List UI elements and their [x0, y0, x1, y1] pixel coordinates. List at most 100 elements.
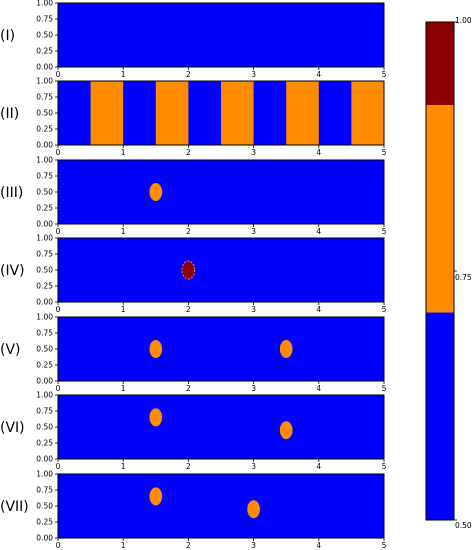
- y-tick-label: 0.00: [36, 141, 53, 150]
- y-tick-label: 1.00: [36, 0, 53, 8]
- x-tick-label: 5: [382, 384, 387, 393]
- x-tick-label: 0: [56, 305, 61, 314]
- colorbar-band: [426, 22, 454, 105]
- y-tick-label: 0.00: [36, 377, 53, 386]
- stripe: [221, 81, 254, 145]
- panel-label: (V): [0, 342, 21, 358]
- y-tick-label: 0.75: [36, 486, 53, 495]
- y-tick-label: 1.00: [36, 470, 53, 479]
- field-background: [58, 317, 384, 381]
- y-tick-label: 0.75: [36, 329, 53, 338]
- y-tick-label: 0.50: [36, 423, 53, 432]
- colorbar-tick-label: 0.50: [455, 521, 472, 530]
- x-tick-label: 5: [382, 541, 387, 550]
- y-tick-label: 0.25: [36, 518, 53, 527]
- x-tick-label: 2: [186, 384, 191, 393]
- panels: 0 1 2 3 4 50.000.250.500.751.00(I)0 1 2 3 4 50.000…: [0, 0, 387, 550]
- y-tick-label: 0.75: [36, 407, 53, 416]
- y-tick-label: 1.00: [36, 77, 53, 86]
- y-tick-label: 1.00: [36, 313, 53, 322]
- x-tick-label: 0: [56, 541, 61, 550]
- x-tick-label: 2: [186, 227, 191, 236]
- panel-3: 0 1 2 3 4 5 0.00 0.25 0.50 0.75 1.00 (III): [0, 156, 387, 236]
- x-tick-label: 0: [56, 148, 61, 157]
- x-tick-label: 1: [121, 70, 126, 79]
- inclusion-circle: [181, 260, 196, 280]
- y-tick-label: 0.00: [36, 455, 53, 464]
- stripe: [155, 81, 189, 145]
- x-tick-label: 3: [251, 70, 256, 79]
- inclusion-circle: [149, 340, 163, 358]
- y-tick-label: 0.25: [36, 282, 53, 291]
- colorbar-band: [426, 312, 454, 520]
- panel-label: (IV): [0, 263, 25, 279]
- y-tick-label: 0.50: [36, 188, 53, 197]
- inclusion-circle: [279, 340, 293, 358]
- inclusion-circle: [149, 487, 163, 506]
- stripe: [351, 81, 384, 145]
- y-tick-label: 0.25: [36, 361, 53, 370]
- x-tick-label: 1: [121, 305, 126, 314]
- field-background: [58, 238, 384, 302]
- x-tick-label: 1: [121, 541, 126, 550]
- x-tick-label: 5: [382, 227, 387, 236]
- x-tick-label: 1: [121, 462, 126, 471]
- x-tick-label: 5: [382, 462, 387, 471]
- x-tick-label: 5: [382, 70, 387, 79]
- y-tick-label: 0.25: [36, 204, 53, 213]
- colorbar-tick-label: 0.75: [455, 273, 472, 282]
- x-tick-label: 3: [251, 227, 256, 236]
- x-tick-label: 4: [316, 305, 321, 314]
- y-tick-label: 0.25: [36, 439, 53, 448]
- y-tick-label: 0.75: [36, 15, 53, 24]
- x-tick-label: 0: [56, 227, 61, 236]
- y-tick-label: 1.00: [36, 156, 53, 165]
- x-tick-label: 0: [56, 384, 61, 393]
- panel-4: 0 1 2 3 4 5 0.00 0.25 0.50 0.75 1.00 (IV): [0, 234, 387, 314]
- x-tick-label: 2: [186, 305, 191, 314]
- y-tick-label: 1.00: [36, 391, 53, 400]
- y-tick-label: 0.50: [36, 31, 53, 40]
- x-tick-label: 4: [316, 148, 321, 157]
- inclusion-circle: [149, 183, 163, 201]
- panel-label: (VI): [0, 420, 25, 436]
- x-tick-label: 0: [56, 462, 61, 471]
- x-tick-label: 3: [251, 305, 256, 314]
- x-tick-label: 5: [382, 148, 387, 157]
- y-tick-label: 0.50: [36, 266, 53, 275]
- y-tick-label: 0.25: [36, 125, 53, 134]
- colorbar-tick-label: 1.00: [455, 16, 472, 25]
- y-tick-label: 0.00: [36, 220, 53, 229]
- panel-1: 0 1 2 3 4 5 0.00 0.25 0.50 0.75 1.00 (I): [0, 0, 387, 79]
- x-tick-label: 3: [251, 462, 256, 471]
- panel-7: 0 1 2 3 4 5 0.00 0.25 0.50 0.75 1.00 (VII): [0, 470, 387, 550]
- x-tick-label: 4: [316, 384, 321, 393]
- stripe: [286, 81, 319, 145]
- x-tick-label: 1: [121, 148, 126, 157]
- x-tick-label: 5: [382, 305, 387, 314]
- x-tick-label: 3: [251, 541, 256, 550]
- y-tick-label: 0.00: [36, 298, 53, 307]
- x-tick-label: 4: [316, 541, 321, 550]
- y-tick-label: 0.50: [36, 502, 53, 511]
- x-tick-label: 2: [186, 462, 191, 471]
- y-tick-label: 1.00: [36, 234, 53, 243]
- x-tick-label: 4: [316, 462, 321, 471]
- panel-label: (III): [0, 185, 23, 201]
- y-tick-label: 0.00: [36, 534, 53, 543]
- x-tick-label: 4: [316, 70, 321, 79]
- y-tick-label: 0.75: [36, 93, 53, 102]
- inclusion-circle: [149, 408, 163, 427]
- inclusion-circle: [247, 500, 260, 519]
- panel-label: (I): [0, 28, 15, 44]
- panel-label: (VII): [0, 499, 29, 515]
- y-tick-label: 0.75: [36, 250, 53, 259]
- x-tick-label: 3: [251, 384, 256, 393]
- x-tick-label: 2: [186, 148, 191, 157]
- panel-2: 0 1 2 3 4 5 0.00 0.25 0.50 0.75 1.00 (II): [0, 77, 387, 157]
- y-tick-label: 0.25: [36, 47, 53, 56]
- colorbar: 0.50 0.75 1.00: [425, 16, 472, 530]
- y-tick-label: 0.50: [36, 109, 53, 118]
- field-background: [58, 3, 384, 67]
